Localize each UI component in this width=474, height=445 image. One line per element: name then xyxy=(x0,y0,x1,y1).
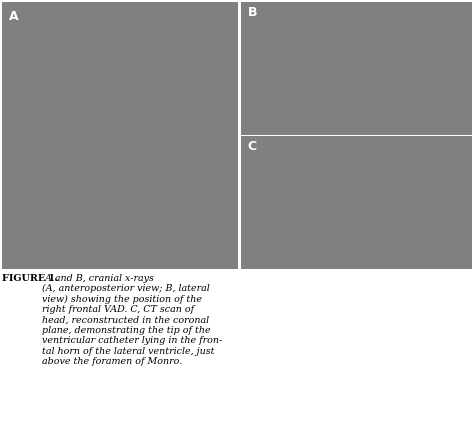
Text: C: C xyxy=(248,141,257,154)
Text: B: B xyxy=(248,6,257,19)
Text: FIGURE 1.: FIGURE 1. xyxy=(2,274,59,283)
Text: A and B, cranial x-rays
(A, anteroposterior view; B, lateral
view) showing the p: A and B, cranial x-rays (A, anteroposter… xyxy=(42,274,222,366)
Text: A: A xyxy=(9,10,19,23)
